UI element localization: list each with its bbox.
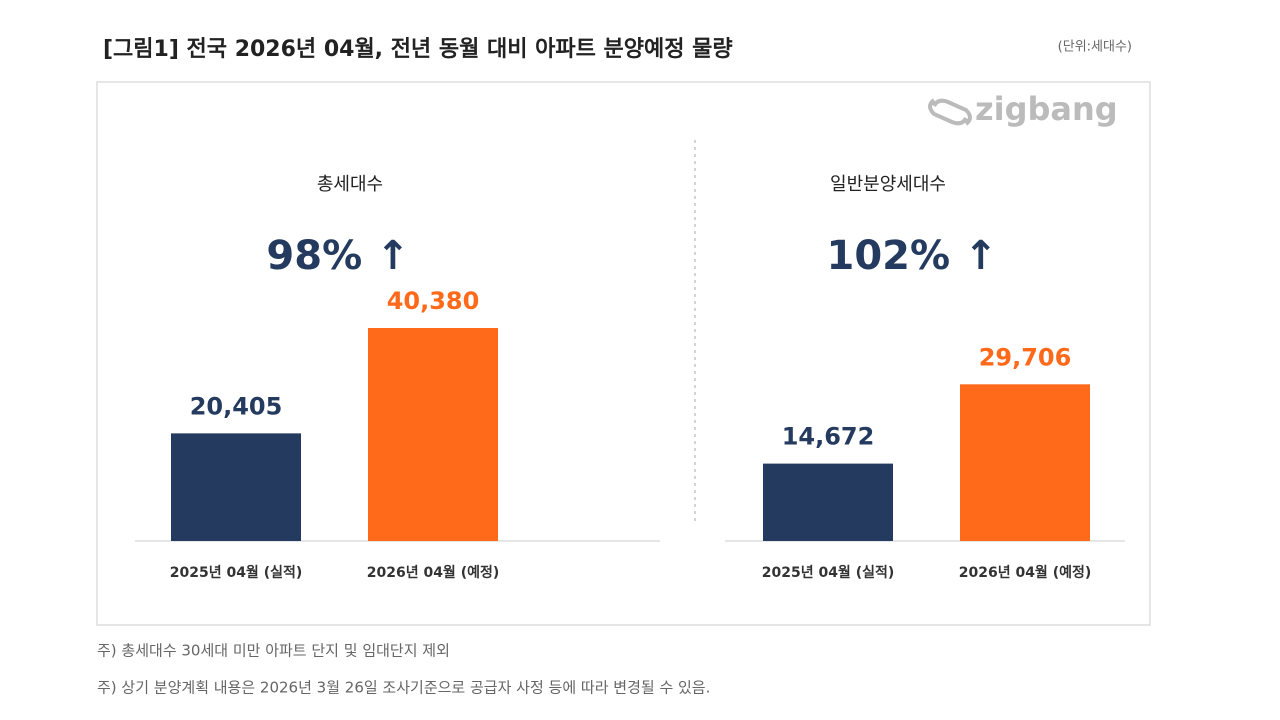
chart-subtitle: 일반분양세대수 xyxy=(830,174,946,195)
bar xyxy=(368,328,498,541)
x-tick-label: 2025년 04월 (실적) xyxy=(762,564,895,581)
unit-label: (단위:세대수) xyxy=(1058,40,1132,55)
chart-subtitle: 총세대수 xyxy=(317,174,383,195)
x-tick-label: 2026년 04월 (예정) xyxy=(367,564,500,581)
bar xyxy=(171,433,301,541)
bar xyxy=(960,384,1090,541)
logo-text: zigbang xyxy=(975,90,1118,128)
page-title: [그림1] 전국 2026년 04월, 전년 동월 대비 아파트 분양예정 물량 xyxy=(103,37,733,62)
change-annotation: 102% ↑ xyxy=(826,233,997,279)
x-tick-label: 2026년 04월 (예정) xyxy=(959,564,1092,581)
note: 주) 상기 분양계획 내용은 2026년 3월 26일 조사기준으로 공급자 사… xyxy=(97,679,710,697)
logo-icon xyxy=(928,98,972,126)
value-label: 20,405 xyxy=(190,392,283,420)
value-label: 29,706 xyxy=(979,343,1072,371)
logo-group: zigbang xyxy=(928,90,1118,128)
x-tick-label: 2025년 04월 (실적) xyxy=(170,564,303,581)
value-label: 14,672 xyxy=(782,423,875,451)
bar xyxy=(763,463,893,541)
value-label: 40,380 xyxy=(387,287,480,315)
change-annotation: 98% ↑ xyxy=(266,233,409,279)
note: 주) 총세대수 30세대 미만 아파트 단지 및 임대단지 제외 xyxy=(97,642,450,660)
